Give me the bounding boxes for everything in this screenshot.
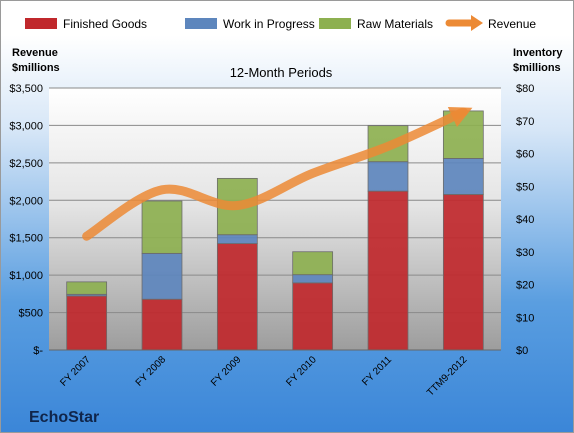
left-tick-label: $2,500 bbox=[9, 158, 43, 170]
right-tick-label: $0 bbox=[516, 345, 528, 357]
left-tick-label: $- bbox=[33, 345, 43, 357]
legend-label-finished-goods: Finished Goods bbox=[63, 17, 147, 31]
x-tick-label: TTM9-2012 bbox=[425, 354, 470, 399]
bar-work-in-progress bbox=[367, 161, 409, 192]
legend-swatch-raw-materials bbox=[319, 18, 351, 29]
left-tick-label: $1,000 bbox=[9, 270, 43, 282]
right-tick-label: $40 bbox=[516, 214, 534, 226]
left-tick-label: $500 bbox=[19, 308, 43, 320]
revenue-line-path bbox=[82, 107, 468, 241]
right-tick-label: $80 bbox=[516, 83, 534, 95]
right-axis-ticks: $0 $10 $20 $30 $40 $50 $60 $70 $80 bbox=[516, 83, 534, 357]
left-tick-label: $1,500 bbox=[9, 233, 43, 245]
chart-title: 12-Month Periods bbox=[230, 65, 333, 80]
bar-work-in-progress bbox=[216, 234, 258, 244]
bar-finished-goods bbox=[216, 243, 258, 351]
bar-raw-materials bbox=[141, 200, 183, 254]
right-tick-label: $20 bbox=[516, 280, 534, 292]
bar-finished-goods bbox=[66, 295, 108, 351]
left-tick-label: $3,000 bbox=[9, 120, 43, 132]
bars bbox=[66, 110, 484, 351]
left-tick-label: $3,500 bbox=[9, 83, 43, 95]
right-axis-title: Inventory $millions bbox=[513, 47, 563, 74]
right-tick-label: $30 bbox=[516, 247, 534, 259]
right-tick-label: $60 bbox=[516, 149, 534, 161]
bar-work-in-progress bbox=[292, 274, 334, 284]
left-axis-title: Revenue $millions bbox=[12, 47, 60, 74]
bar-finished-goods bbox=[442, 194, 484, 351]
x-tick-label: FY 2009 bbox=[209, 354, 244, 389]
right-tick-label: $50 bbox=[516, 181, 534, 193]
legend-swatch-work-in-progress bbox=[185, 18, 217, 29]
left-axis-ticks: $- $500 $1,000 $1,500 $2,000 $2,500 $3,000 $3,5… bbox=[9, 83, 43, 357]
bar-finished-goods bbox=[292, 282, 334, 351]
legend-label-raw-materials: Raw Materials bbox=[357, 17, 433, 31]
x-tick-label: FY 2010 bbox=[284, 354, 319, 389]
legend-label-revenue: Revenue bbox=[488, 17, 536, 31]
legend-swatch-finished-goods bbox=[25, 18, 57, 29]
x-axis-ticks: FY 2007 FY 2008 FY 2009 FY 2010 FY 2011 TTM9-… bbox=[58, 354, 469, 399]
company-name: EchoStar bbox=[29, 409, 99, 426]
bar-work-in-progress bbox=[141, 252, 183, 300]
legend-label-work-in-progress: Work in Progress bbox=[223, 17, 315, 31]
legend: Finished Goods Work in Progress Raw Mate… bbox=[25, 15, 536, 31]
bar-finished-goods bbox=[141, 298, 183, 351]
bar-finished-goods bbox=[367, 190, 409, 351]
right-tick-label: $70 bbox=[516, 116, 534, 128]
bar-raw-materials bbox=[292, 251, 334, 276]
right-tick-label: $10 bbox=[516, 312, 534, 324]
x-tick-label: FY 2007 bbox=[58, 354, 93, 389]
x-tick-label: FY 2011 bbox=[360, 354, 394, 388]
revenue-line bbox=[82, 106, 473, 241]
legend-arrow-revenue bbox=[471, 15, 483, 31]
bar-work-in-progress bbox=[442, 158, 484, 195]
revenue-arrowhead bbox=[447, 106, 473, 127]
bar-raw-materials bbox=[66, 281, 108, 295]
x-tick-label: FY 2008 bbox=[134, 354, 169, 389]
left-tick-label: $2,000 bbox=[9, 195, 43, 207]
